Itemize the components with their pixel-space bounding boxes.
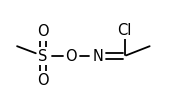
Text: O: O bbox=[37, 73, 49, 88]
Text: N: N bbox=[93, 48, 103, 64]
Text: O: O bbox=[66, 48, 77, 64]
Text: Cl: Cl bbox=[117, 23, 132, 38]
Text: S: S bbox=[38, 48, 48, 64]
Text: O: O bbox=[37, 24, 49, 39]
